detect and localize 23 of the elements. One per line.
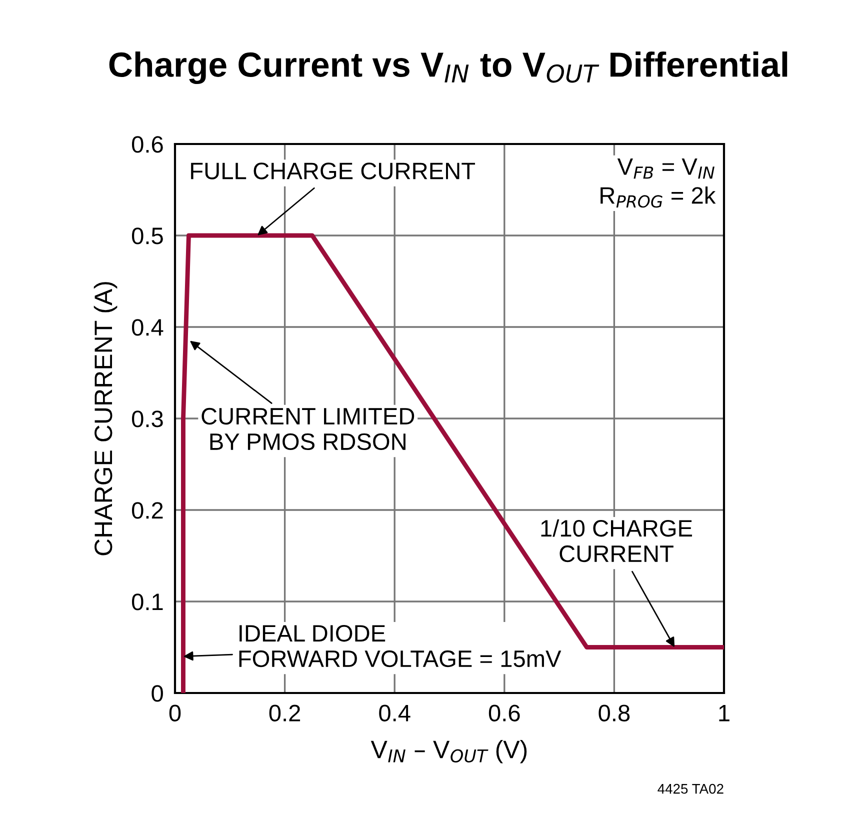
annotation: IDEAL DIODE FORWARD VOLTAGE = 15mV [239,624,562,668]
x-tick-label: 0.6 [488,704,520,722]
y-tick-label: 0.5 [132,228,163,244]
annotation: FULL CHARGE CURRENT [191,162,476,180]
line-series [181,233,724,693]
x-tick-label: 0.8 [598,704,630,722]
chart-title: Charge Current vs V$_{IN}$ to V$_{OUT}$ Differential [109,52,788,84]
x-axis-title: V$_{IN}$ – V$_{OUT}$ (V) [370,740,527,764]
text: V$_{FB}$ = V$_{IN}$ R$_{PROG}$ = 2k [600,158,716,208]
annotation: 1/10 CHARGE CURRENT [541,519,692,562]
y-tick-label: 0.2 [132,502,163,519]
x-tick-label: 0 [169,704,181,722]
x-tick-label: 1 [719,704,730,722]
y-axis-title: CHARGE CURRENT (A) [94,282,118,556]
x-tick-label: 0.4 [379,704,410,722]
y-tick-label: 0 [152,685,163,702]
x-tick-label: 0.2 [269,704,300,722]
text: 4425 TA02 [658,784,724,794]
y-tick-label: 0.3 [132,410,163,428]
annotation: CURRENT LIMITED BY PMOS RDSON [202,408,414,450]
y-tick-label: 0.4 [132,319,164,336]
y-tick-label: 0.1 [132,594,163,610]
y-tick-label: 0.6 [132,136,163,153]
